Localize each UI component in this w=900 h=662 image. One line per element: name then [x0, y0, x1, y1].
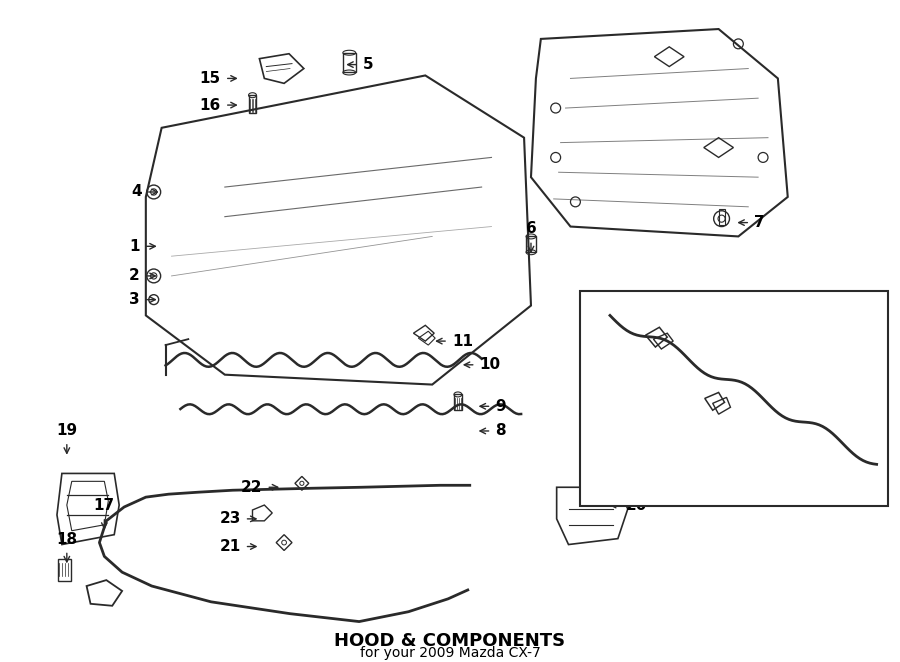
Text: 7: 7	[754, 215, 765, 230]
Text: 12: 12	[669, 429, 689, 444]
Text: 15: 15	[200, 71, 220, 86]
Bar	[580, 291, 888, 506]
Text: 16: 16	[200, 97, 220, 113]
Text: 5: 5	[363, 57, 374, 72]
Text: HOOD & COMPONENTS: HOOD & COMPONENTS	[335, 632, 565, 650]
Text: 18: 18	[57, 532, 77, 547]
Bar	[58, 559, 71, 581]
Bar	[454, 395, 462, 410]
Text: 22: 22	[241, 480, 263, 495]
Text: 23: 23	[220, 511, 240, 526]
Text: 6: 6	[526, 221, 536, 236]
Text: 13: 13	[625, 348, 645, 362]
Bar	[526, 236, 536, 252]
Text: 17: 17	[94, 498, 115, 513]
Text: 14: 14	[664, 410, 685, 426]
Text: 19: 19	[57, 423, 77, 438]
Text: 20: 20	[626, 498, 647, 512]
Text: for your 2009 Mazda CX-7: for your 2009 Mazda CX-7	[360, 646, 540, 660]
Text: 11: 11	[452, 334, 473, 349]
Text: 8: 8	[495, 424, 506, 438]
Text: 9: 9	[495, 399, 506, 414]
Text: 10: 10	[480, 357, 500, 372]
Text: 21: 21	[220, 539, 240, 554]
Text: 3: 3	[130, 292, 140, 307]
Bar	[343, 53, 356, 73]
Text: 4: 4	[131, 185, 142, 199]
Bar	[718, 209, 724, 224]
Bar	[248, 95, 256, 113]
Text: 1: 1	[130, 239, 140, 254]
Text: 2: 2	[130, 268, 140, 283]
